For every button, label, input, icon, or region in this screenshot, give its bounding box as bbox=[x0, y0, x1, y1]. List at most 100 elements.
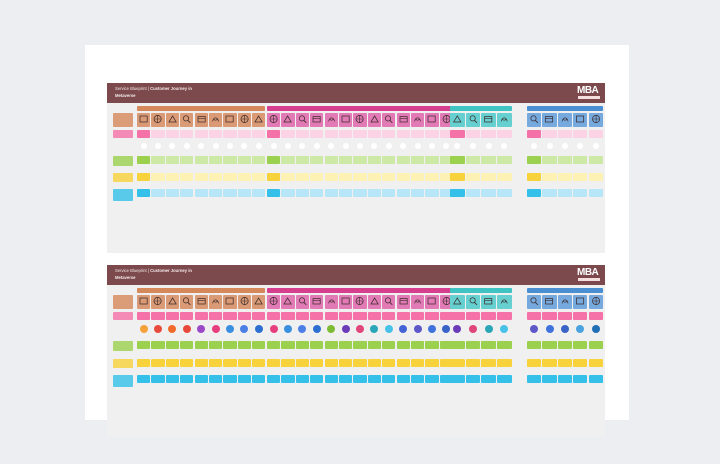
support-process-note[interactable] bbox=[396, 189, 410, 197]
touchpoint-icon[interactable] bbox=[223, 295, 237, 309]
customer-action-note[interactable] bbox=[382, 312, 396, 320]
customer-action-note[interactable] bbox=[324, 312, 338, 320]
channel-icon[interactable] bbox=[139, 325, 148, 333]
touchpoint-icon[interactable] bbox=[557, 113, 572, 127]
support-process-note[interactable] bbox=[542, 189, 557, 197]
backstage-note[interactable] bbox=[223, 173, 237, 181]
touchpoint-icon[interactable] bbox=[367, 113, 381, 127]
frontstage-note[interactable] bbox=[137, 156, 151, 164]
frontstage-note[interactable] bbox=[223, 156, 237, 164]
touchpoint-icon[interactable] bbox=[425, 295, 439, 309]
backstage-note[interactable] bbox=[151, 173, 165, 181]
frontstage-note[interactable] bbox=[557, 156, 572, 164]
support-process-note[interactable] bbox=[481, 375, 496, 383]
backstage-note[interactable] bbox=[425, 359, 439, 367]
support-process-note[interactable] bbox=[353, 375, 367, 383]
frontstage-note[interactable] bbox=[295, 156, 309, 164]
channel-icon[interactable] bbox=[576, 325, 585, 333]
touchpoint-icon[interactable] bbox=[425, 113, 439, 127]
channel-placeholder[interactable] bbox=[227, 143, 233, 149]
channel-placeholder[interactable] bbox=[169, 143, 176, 149]
backstage-note[interactable] bbox=[310, 173, 324, 181]
support-process-note[interactable] bbox=[382, 375, 396, 383]
frontstage-note[interactable] bbox=[281, 156, 295, 164]
touchpoint-icon[interactable] bbox=[324, 113, 338, 127]
support-process-note[interactable] bbox=[295, 375, 309, 383]
backstage-note[interactable] bbox=[411, 173, 425, 181]
frontstage-note[interactable] bbox=[465, 341, 481, 349]
frontstage-note[interactable] bbox=[252, 156, 266, 164]
backstage-note[interactable] bbox=[439, 359, 453, 367]
channel-icon[interactable] bbox=[560, 325, 569, 333]
touchpoint-icon[interactable] bbox=[411, 113, 425, 127]
channel-placeholder[interactable] bbox=[140, 143, 147, 149]
channel-placeholder[interactable] bbox=[328, 143, 335, 149]
touchpoint-icon[interactable] bbox=[481, 295, 496, 309]
customer-action-note[interactable] bbox=[194, 312, 208, 320]
frontstage-note[interactable] bbox=[165, 156, 179, 164]
touchpoint-icon[interactable] bbox=[542, 113, 557, 127]
support-process-note[interactable] bbox=[367, 189, 381, 197]
touchpoint-icon[interactable] bbox=[396, 113, 410, 127]
frontstage-note[interactable] bbox=[396, 156, 410, 164]
support-process-note[interactable] bbox=[137, 375, 151, 383]
frontstage-note[interactable] bbox=[557, 341, 572, 349]
support-process-note[interactable] bbox=[194, 189, 208, 197]
support-process-note[interactable] bbox=[237, 189, 251, 197]
channel-placeholder[interactable] bbox=[299, 143, 306, 149]
customer-action-note[interactable] bbox=[295, 312, 309, 320]
frontstage-note[interactable] bbox=[439, 341, 453, 349]
touchpoint-icon[interactable] bbox=[382, 295, 396, 309]
support-process-note[interactable] bbox=[425, 375, 439, 383]
channel-placeholder[interactable] bbox=[212, 143, 219, 149]
channel-icon[interactable] bbox=[500, 325, 509, 333]
frontstage-note[interactable] bbox=[151, 341, 165, 349]
customer-action-note[interactable] bbox=[165, 312, 179, 320]
frontstage-note[interactable] bbox=[425, 156, 439, 164]
backstage-note[interactable] bbox=[481, 359, 496, 367]
channel-icon[interactable] bbox=[240, 325, 249, 333]
touchpoint-icon[interactable] bbox=[588, 113, 603, 127]
customer-action-note[interactable] bbox=[151, 130, 165, 138]
channel-placeholder[interactable] bbox=[414, 143, 421, 149]
backstage-note[interactable] bbox=[194, 359, 208, 367]
backstage-note[interactable] bbox=[527, 359, 542, 367]
frontstage-note[interactable] bbox=[165, 341, 179, 349]
customer-action-note[interactable] bbox=[223, 130, 237, 138]
channel-icon[interactable] bbox=[384, 325, 393, 333]
support-process-note[interactable] bbox=[497, 375, 512, 383]
channel-placeholder[interactable] bbox=[485, 143, 492, 149]
customer-action-note[interactable] bbox=[450, 312, 465, 320]
touchpoint-icon[interactable] bbox=[481, 113, 496, 127]
channel-icon[interactable] bbox=[428, 325, 436, 333]
channel-placeholder[interactable] bbox=[255, 143, 262, 149]
frontstage-note[interactable] bbox=[497, 156, 512, 164]
backstage-note[interactable] bbox=[151, 359, 165, 367]
support-process-note[interactable] bbox=[411, 189, 425, 197]
channel-icon[interactable] bbox=[370, 325, 379, 333]
touchpoint-icon[interactable] bbox=[527, 295, 542, 309]
frontstage-note[interactable] bbox=[527, 341, 542, 349]
customer-action-note[interactable] bbox=[137, 130, 151, 138]
frontstage-note[interactable] bbox=[481, 341, 496, 349]
backstage-note[interactable] bbox=[180, 173, 194, 181]
channel-placeholder[interactable] bbox=[371, 143, 378, 149]
channel-placeholder[interactable] bbox=[270, 143, 277, 149]
touchpoint-icon[interactable] bbox=[310, 113, 324, 127]
backstage-note[interactable] bbox=[367, 359, 381, 367]
channel-placeholder[interactable] bbox=[285, 143, 291, 149]
customer-action-note[interactable] bbox=[252, 130, 266, 138]
support-process-note[interactable] bbox=[223, 375, 237, 383]
frontstage-note[interactable] bbox=[396, 341, 410, 349]
support-process-note[interactable] bbox=[165, 375, 179, 383]
support-process-note[interactable] bbox=[450, 189, 465, 197]
frontstage-note[interactable] bbox=[425, 341, 439, 349]
frontstage-note[interactable] bbox=[588, 341, 603, 349]
support-process-note[interactable] bbox=[194, 375, 208, 383]
touchpoint-icon[interactable] bbox=[281, 113, 295, 127]
customer-action-note[interactable] bbox=[481, 312, 496, 320]
frontstage-note[interactable] bbox=[465, 156, 481, 164]
backstage-note[interactable] bbox=[295, 173, 309, 181]
channel-placeholder[interactable] bbox=[469, 143, 476, 149]
frontstage-note[interactable] bbox=[481, 156, 496, 164]
